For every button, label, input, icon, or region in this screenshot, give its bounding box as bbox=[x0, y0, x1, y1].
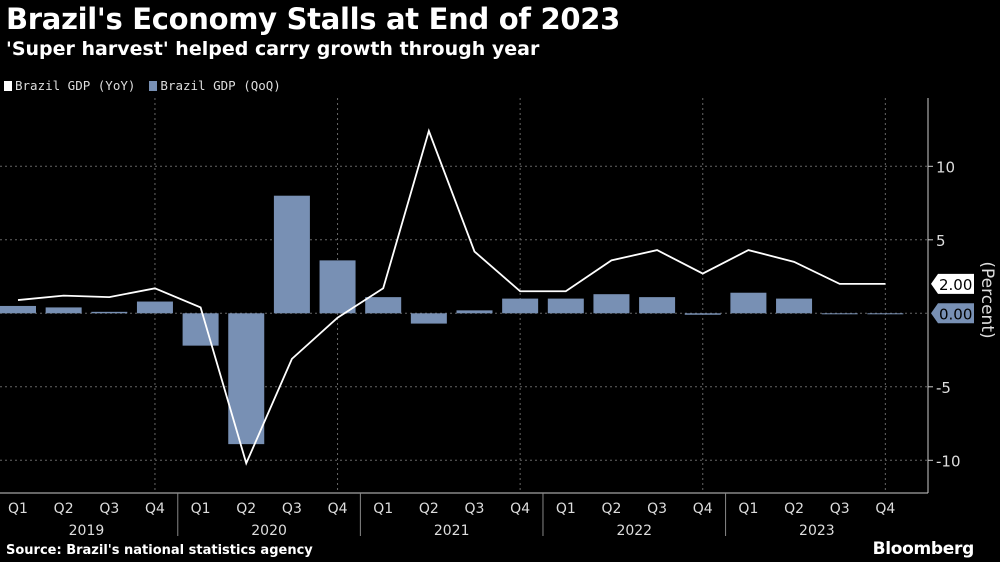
bar-qoq bbox=[821, 313, 858, 315]
bar-qoq bbox=[182, 313, 219, 346]
legend-swatch-qoq bbox=[149, 81, 158, 91]
x-tick-label: Q1 bbox=[556, 501, 576, 517]
chart-title: Brazil's Economy Stalls at End of 2023 bbox=[6, 2, 621, 36]
bar-qoq bbox=[456, 310, 493, 314]
x-year-label: 2021 bbox=[434, 523, 470, 539]
bloomberg-logo: Bloomberg bbox=[872, 539, 975, 559]
bar-qoq bbox=[91, 311, 128, 314]
x-tick-label: Q1 bbox=[738, 501, 758, 517]
x-tick-label: Q1 bbox=[8, 501, 28, 517]
bar-qoq bbox=[228, 313, 265, 445]
x-tick-label: Q3 bbox=[830, 501, 850, 517]
y-tick-label: 5 bbox=[936, 232, 946, 250]
bar-qoq bbox=[776, 298, 813, 314]
x-tick-label: Q4 bbox=[145, 501, 165, 517]
y-tick-label: 10 bbox=[936, 158, 955, 176]
legend-label-yoy: Brazil GDP (YoY) bbox=[15, 78, 136, 93]
x-tick-label: Q2 bbox=[601, 501, 621, 517]
x-year-label: 2020 bbox=[251, 523, 287, 539]
yoy-last-badge-label: 2.00 bbox=[939, 276, 972, 294]
x-tick-label: Q4 bbox=[328, 501, 348, 517]
y-tick-label: -5 bbox=[936, 379, 951, 397]
y-axis-title: (Percent) bbox=[977, 261, 997, 338]
x-tick-label: Q2 bbox=[54, 501, 74, 517]
qoq-last-badge-label: 0.00 bbox=[939, 305, 972, 323]
bar-qoq bbox=[684, 313, 721, 315]
bar-qoq bbox=[730, 292, 767, 314]
x-tick-label: Q2 bbox=[236, 501, 256, 517]
bar-qoq bbox=[593, 294, 630, 314]
bar-qoq bbox=[0, 305, 36, 314]
qoq-last-badge bbox=[931, 303, 974, 324]
bar-qoq bbox=[502, 298, 539, 314]
bar-qoq bbox=[365, 297, 402, 314]
bar-qoq bbox=[547, 298, 584, 314]
bar-qoq bbox=[136, 301, 173, 314]
legend-swatch-yoy bbox=[4, 81, 12, 91]
x-year-label: 2022 bbox=[616, 523, 652, 539]
x-tick-label: Q4 bbox=[875, 501, 895, 517]
bar-qoq bbox=[410, 313, 447, 324]
x-tick-label: Q2 bbox=[419, 501, 439, 517]
bar-qoq bbox=[45, 307, 82, 314]
legend-label-qoq: Brazil GDP (QoQ) bbox=[160, 78, 281, 93]
y-tick-label: -10 bbox=[936, 452, 961, 470]
x-year-label: 2023 bbox=[799, 523, 835, 539]
bar-qoq bbox=[273, 195, 310, 314]
x-tick-label: Q2 bbox=[784, 501, 804, 517]
x-tick-label: Q4 bbox=[510, 501, 530, 517]
line-yoy bbox=[17, 128, 886, 466]
source-note: Source: Brazil's national statistics age… bbox=[6, 543, 313, 558]
yoy-last-badge bbox=[931, 273, 974, 294]
chart-subtitle: 'Super harvest' helped carry growth thro… bbox=[6, 38, 540, 60]
legend: Brazil GDP (YoY) Brazil GDP (QoQ) bbox=[4, 78, 281, 93]
x-tick-label: Q3 bbox=[465, 501, 485, 517]
legend-item-qoq: Brazil GDP (QoQ) bbox=[149, 78, 281, 93]
x-tick-label: Q4 bbox=[693, 501, 713, 517]
x-tick-label: Q1 bbox=[191, 501, 211, 517]
x-tick-label: Q3 bbox=[647, 501, 667, 517]
x-year-label: 2019 bbox=[69, 523, 105, 539]
legend-item-yoy: Brazil GDP (YoY) bbox=[4, 78, 135, 93]
bar-qoq bbox=[639, 297, 676, 314]
bar-qoq bbox=[319, 260, 356, 314]
x-tick-label: Q1 bbox=[373, 501, 393, 517]
x-tick-label: Q3 bbox=[282, 501, 302, 517]
bar-qoq bbox=[867, 313, 904, 315]
x-tick-label: Q3 bbox=[99, 501, 119, 517]
